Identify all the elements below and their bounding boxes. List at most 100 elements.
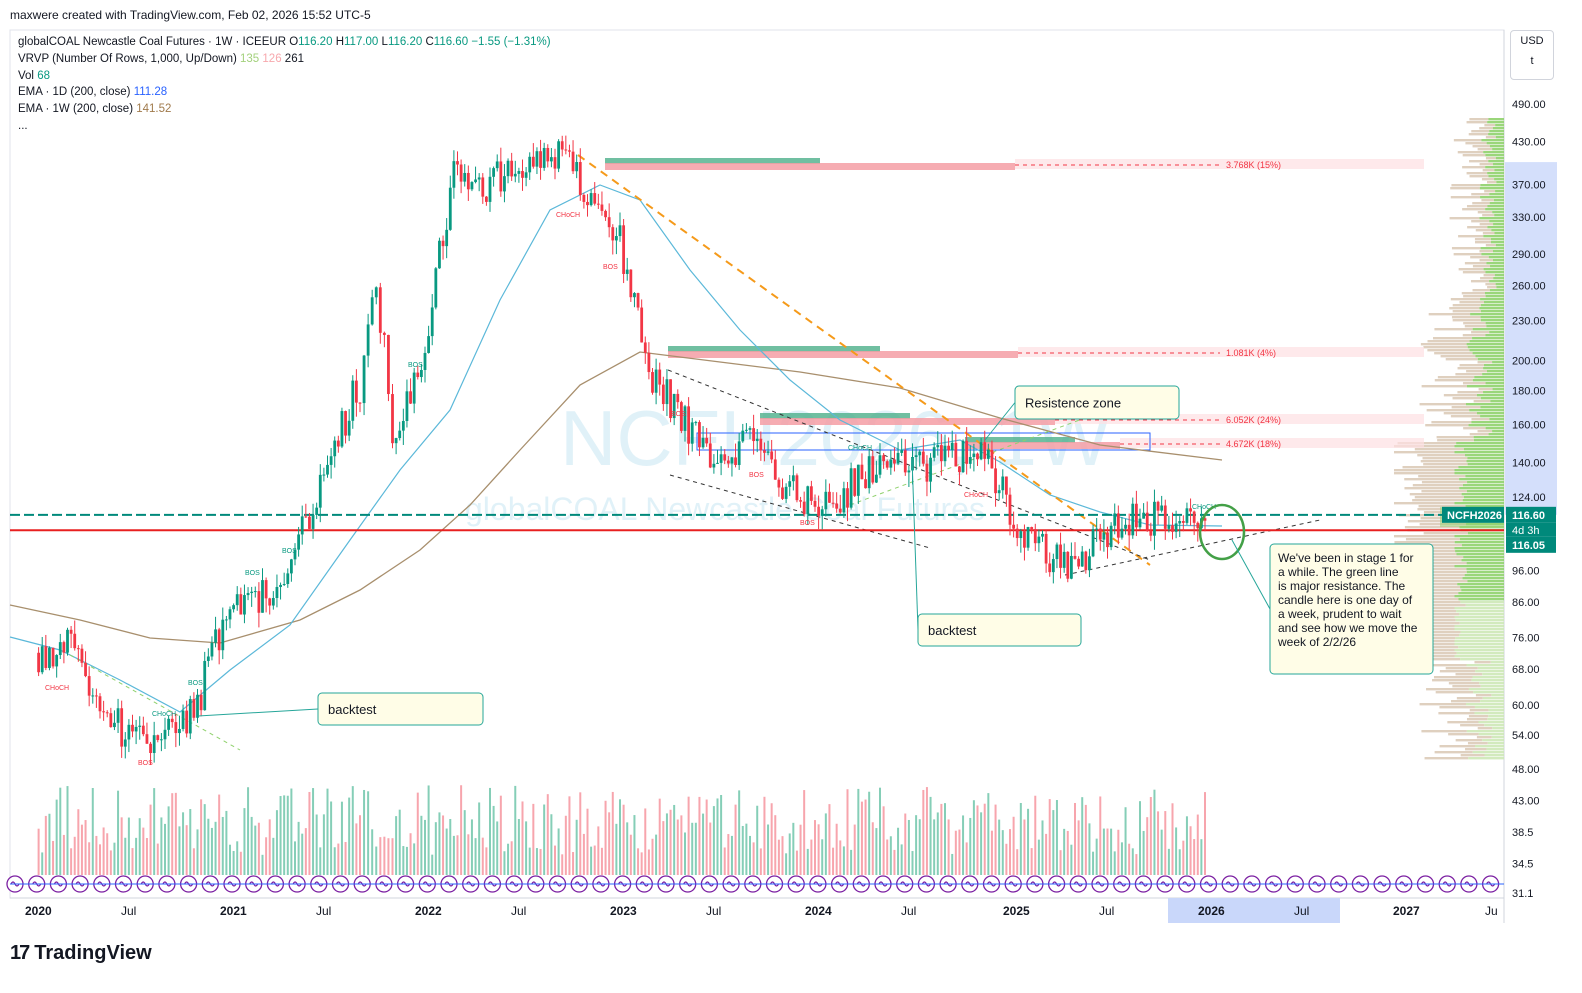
candle-body — [860, 464, 864, 480]
candle-body — [903, 450, 907, 473]
candle-body — [401, 421, 405, 431]
volume-bar — [1178, 849, 1181, 875]
volume-profile-bar — [1464, 574, 1504, 577]
stage-note-callout-text: We've been in stage 1 for a while. The gr… — [1277, 551, 1418, 649]
candle-body — [73, 633, 77, 649]
zone-green-strip — [668, 346, 880, 352]
volume-bar — [1200, 839, 1203, 875]
vrvp-row[interactable]: VRVP (Number Of Rows, 1,000, Up/Down) 13… — [18, 51, 551, 68]
volume-profile-bar — [1438, 712, 1475, 715]
volume-bar — [879, 787, 881, 875]
currency-unit-button[interactable]: USD t — [1510, 30, 1554, 80]
volume-profile-bar — [1488, 160, 1504, 163]
candle-body — [600, 204, 604, 211]
volume-profile-bar — [1462, 334, 1486, 337]
symbol-row[interactable]: globalCOAL Newcastle Coal Futures · 1W ·… — [18, 34, 551, 51]
volume-bar — [41, 852, 44, 875]
candle-body — [582, 194, 586, 202]
candle-body — [452, 161, 456, 188]
volume-bar — [517, 819, 520, 875]
legend-more[interactable]: ... — [18, 119, 28, 132]
candle-body — [878, 455, 882, 475]
volume-profile-bar — [1484, 190, 1496, 193]
price-tick-label: 43.00 — [1512, 795, 1540, 807]
volume-bar — [998, 819, 1001, 875]
volume-bar — [153, 788, 156, 875]
symbol-title: globalCOAL Newcastle Coal Futures · 1W ·… — [18, 36, 286, 48]
ema-weekly-row[interactable]: EMA · 1W (200, close) 141.52 — [18, 101, 551, 118]
structure-label: CHoCH — [45, 685, 69, 692]
volume-profile-bar — [1479, 217, 1504, 220]
candle-body — [470, 182, 474, 190]
volume-profile-bar — [1468, 757, 1504, 760]
volume-bar — [210, 827, 213, 875]
stage-note-callout[interactable] — [1269, 543, 1434, 675]
candle-body — [611, 227, 615, 241]
volume-profile-bar — [1474, 706, 1504, 709]
volume-profile-bar — [1472, 337, 1504, 340]
volume-profile-bar — [1435, 691, 1474, 694]
volume-bar — [767, 824, 770, 875]
volume-profile-bar — [1458, 235, 1484, 238]
volume-profile-bar — [1472, 352, 1504, 355]
resistance-zone-callout[interactable] — [1014, 385, 1180, 420]
candle-body — [1026, 527, 1030, 548]
ticker-tag — [1442, 506, 1504, 523]
highlight-circle — [1198, 503, 1246, 561]
backtest-callout-1[interactable] — [317, 692, 484, 726]
volume-bar — [702, 813, 705, 875]
candle-body — [766, 451, 770, 453]
volume-profile-bar — [1466, 370, 1487, 373]
zone-extension — [1018, 347, 1424, 357]
volume-profile-bar — [1418, 475, 1466, 478]
close-label: C — [425, 36, 434, 48]
last-price-tag[interactable] — [1506, 506, 1556, 523]
volume-profile-bar — [1459, 526, 1504, 529]
volume-bar — [691, 822, 694, 875]
price-tick-label: 31.1 — [1512, 888, 1533, 900]
candle-body — [568, 150, 571, 152]
ema-daily-row[interactable]: EMA · 1D (200, close) 111.28 — [18, 84, 551, 101]
volume-profile-bar — [1420, 562, 1467, 565]
volume-bar — [990, 830, 993, 875]
supply-zone — [605, 163, 1015, 170]
volume-profile-bar — [1496, 181, 1504, 184]
candle-body — [224, 619, 228, 621]
volume-profile-bar — [1421, 481, 1468, 484]
candle-body — [149, 743, 152, 754]
volume-profile-bar — [1495, 136, 1504, 139]
ema-weekly-value: 141.52 — [136, 103, 172, 116]
candle-body — [1066, 551, 1070, 579]
candle-body — [445, 229, 449, 247]
candle-body — [788, 481, 792, 487]
backtest-callout-2[interactable] — [917, 613, 1082, 647]
candle-body — [1041, 533, 1044, 537]
candle-body — [228, 609, 232, 620]
unit-label: t — [1530, 55, 1534, 67]
volume-profile-bar — [1450, 700, 1481, 703]
volume-profile-bar — [1489, 280, 1504, 283]
volume-bar — [608, 812, 611, 875]
volume-profile-bar — [1493, 199, 1504, 202]
vol-row[interactable]: Vol 68 — [18, 68, 551, 85]
volume-profile-bar — [1470, 256, 1489, 259]
volume-bar — [842, 846, 845, 875]
volume-bar — [792, 822, 795, 875]
candle-body — [809, 486, 813, 501]
candle-body — [37, 652, 41, 673]
volume-bar — [1139, 801, 1141, 875]
volume-bar — [387, 838, 390, 875]
volume-bar — [759, 848, 762, 875]
volume-bar — [525, 821, 528, 875]
volume-bar — [120, 817, 123, 875]
volume-profile-bar — [1470, 313, 1504, 316]
structure-label: CHoCH — [152, 711, 176, 718]
volume-profile-bar — [1489, 331, 1504, 334]
volume-profile-bar — [1439, 706, 1475, 709]
volume-profile-bar — [1431, 421, 1472, 424]
volume-profile-bar — [1479, 163, 1494, 166]
volume-bar — [272, 837, 275, 875]
candle-body — [456, 161, 459, 165]
volume-bar — [117, 790, 120, 875]
